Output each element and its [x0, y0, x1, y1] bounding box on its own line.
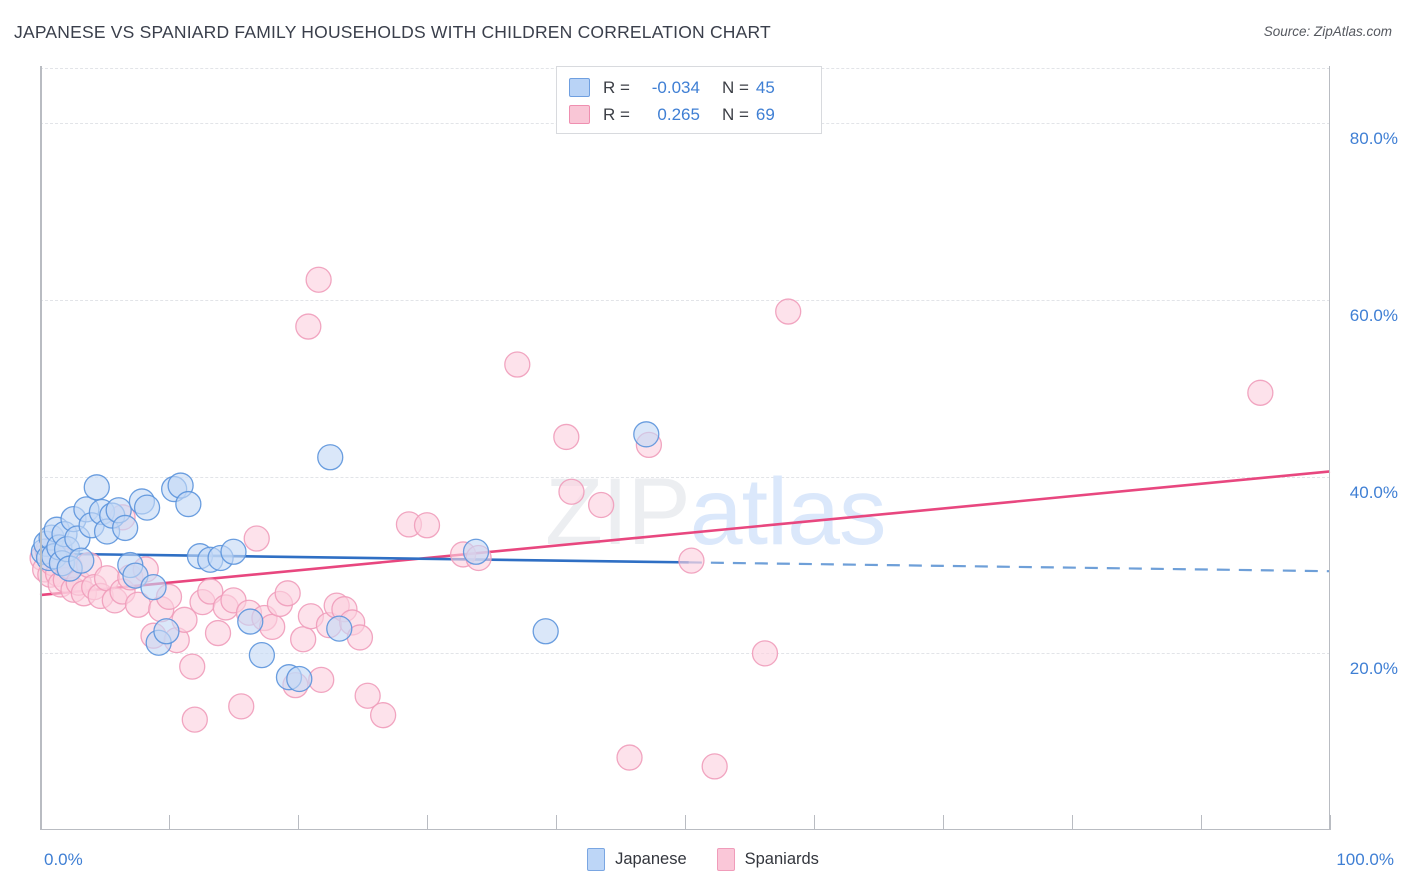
data-point-spaniards	[181, 706, 208, 733]
x-axis-tick	[169, 815, 170, 830]
n-value: 69	[755, 104, 775, 124]
data-point-spaniards	[290, 626, 317, 653]
x-axis-min-label: 0.0%	[44, 850, 83, 869]
data-point-japanese	[140, 573, 167, 601]
data-point-spaniards	[701, 753, 728, 780]
data-point-spaniards	[504, 351, 531, 378]
y-axis-line	[40, 66, 42, 830]
data-point-japanese	[68, 547, 95, 574]
x-axis-tick	[1072, 815, 1073, 830]
x-axis-tick	[814, 815, 815, 830]
y-axis-right-line	[1328, 66, 1330, 830]
data-point-japanese	[83, 474, 110, 501]
data-point-japanese	[133, 494, 161, 521]
n-label: N =	[721, 104, 749, 124]
plot-area: ZIPatlas	[29, 66, 1331, 830]
gridline	[40, 653, 1330, 655]
data-point-spaniards	[775, 298, 802, 325]
data-point-spaniards	[274, 580, 301, 607]
data-point-spaniards	[369, 702, 397, 729]
data-point-spaniards	[588, 491, 615, 519]
legend-swatch-japanese	[587, 848, 606, 871]
legend-item-japanese[interactable]: Japanese	[587, 848, 687, 871]
data-point-spaniards	[204, 619, 232, 647]
n-label: N =	[721, 77, 749, 97]
y-axis-tick-label: 20.0%	[1349, 659, 1398, 679]
data-point-spaniards	[413, 512, 441, 539]
n-value: 45	[755, 77, 775, 97]
trendline-japanese	[39, 552, 689, 564]
legend-swatch-japanese	[569, 78, 590, 97]
data-point-spaniards	[243, 525, 270, 552]
x-axis-tick	[427, 815, 428, 830]
data-point-spaniards	[616, 744, 643, 771]
trendline-japanese-projection	[688, 561, 1331, 573]
data-point-spaniards	[354, 682, 381, 709]
x-axis-tick	[943, 815, 944, 830]
x-axis-tick	[556, 815, 557, 830]
legend-item-spaniards[interactable]: Spaniards	[716, 848, 819, 871]
scatter-plot-svg	[29, 266, 1331, 780]
data-point-spaniards	[751, 640, 779, 667]
correlation-stats-legend: R = -0.034 N = 45 R = 0.265 N = 69	[556, 66, 822, 134]
data-point-spaniards	[1247, 379, 1274, 406]
data-point-japanese	[532, 618, 559, 645]
data-point-spaniards	[259, 613, 286, 641]
data-point-japanese	[237, 608, 264, 635]
r-label: R =	[603, 104, 630, 124]
legend-swatch-spaniards	[569, 105, 590, 124]
x-axis-line	[40, 828, 1330, 830]
x-axis-max-label: 100.0%	[1336, 850, 1394, 869]
data-point-japanese	[286, 665, 313, 693]
data-point-japanese	[326, 615, 353, 642]
data-point-japanese	[153, 618, 180, 645]
data-point-spaniards	[295, 313, 322, 340]
data-point-spaniards	[197, 578, 224, 605]
data-point-spaniards	[678, 547, 705, 574]
r-value: 0.265	[657, 104, 700, 124]
x-axis-tick	[1330, 815, 1331, 830]
stats-row-spaniards: R = 0.265 N = 69	[569, 101, 809, 128]
plot-background	[40, 66, 1330, 830]
x-axis-tick	[298, 815, 299, 830]
data-point-japanese	[220, 538, 247, 565]
data-point-spaniards	[179, 653, 206, 680]
data-point-spaniards	[228, 693, 255, 720]
data-point-japanese	[111, 514, 139, 542]
y-axis-tick-label: 80.0%	[1349, 129, 1398, 149]
legend-label: Japanese	[615, 850, 687, 868]
trendline-spaniards	[39, 470, 1331, 597]
r-label: R =	[603, 77, 630, 97]
source-attribution: Source: ZipAtlas.com	[1263, 24, 1392, 39]
stats-row-japanese: R = -0.034 N = 45	[569, 74, 809, 101]
data-point-japanese	[633, 421, 660, 448]
gridline	[40, 476, 1330, 478]
legend-swatch-spaniards	[716, 848, 735, 871]
r-value: -0.034	[651, 77, 700, 97]
x-axis-tick	[685, 815, 686, 830]
data-point-spaniards	[308, 666, 335, 693]
y-axis-tick-label: 60.0%	[1349, 306, 1398, 326]
data-point-spaniards	[553, 423, 580, 451]
page-title: JAPANESE VS SPANIARD FAMILY HOUSEHOLDS W…	[14, 22, 771, 42]
x-axis-tick	[1201, 815, 1202, 830]
y-axis-tick-label: 40.0%	[1349, 482, 1398, 502]
data-point-japanese	[317, 444, 344, 471]
data-point-japanese	[175, 490, 202, 518]
data-point-spaniards	[305, 266, 332, 293]
series-legend: Japanese Spaniards	[0, 848, 1406, 871]
data-point-spaniards	[558, 478, 585, 505]
data-point-japanese	[462, 538, 490, 565]
data-point-japanese	[248, 641, 276, 669]
gridline	[40, 300, 1330, 302]
legend-label: Spaniards	[744, 850, 819, 868]
